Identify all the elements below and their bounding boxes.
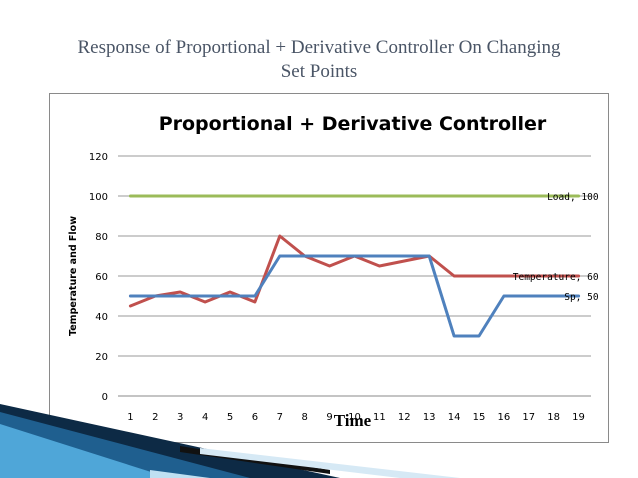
series-end-label-temperature: Temperature, 60	[513, 272, 599, 283]
slide-title-line1: Response of Proportional + Derivative Co…	[77, 37, 561, 58]
slide-title: Response of Proportional + Derivative Co…	[0, 36, 638, 84]
y-axis-label: Temperature and Flow	[68, 216, 79, 336]
x-tick-label: 8	[302, 412, 308, 423]
x-tick-label: 7	[277, 412, 283, 423]
decor-pale-streak	[200, 448, 460, 478]
x-tick-label: 5	[227, 412, 233, 423]
line-chart: Proportional + Derivative Controller 0 20 4…	[68, 113, 599, 430]
x-tick-label: 13	[423, 412, 436, 423]
y-tick-label: 40	[95, 312, 108, 323]
decor-light-wedge	[0, 424, 170, 478]
x-tick-label: 10	[348, 412, 361, 423]
decor-pale-wedge	[150, 470, 210, 478]
y-tick-label: 120	[89, 152, 108, 163]
series-end-label-sp: Sp, 50	[564, 292, 599, 303]
x-tick-label: 14	[448, 412, 461, 423]
series-line-sp	[128, 254, 581, 338]
x-tick-label: 9	[326, 412, 332, 423]
x-tick-label: 1	[127, 412, 133, 423]
x-tick-label: 6	[252, 412, 258, 423]
x-tick-label: 18	[547, 412, 560, 423]
slide-title-line2: Set Points	[280, 61, 358, 82]
y-tick-label: 80	[95, 232, 108, 243]
chart-title: Proportional + Derivative Controller	[159, 113, 547, 135]
y-tick-label: 100	[89, 192, 108, 203]
x-axis-label: Time	[334, 411, 372, 430]
x-tick-label: 4	[202, 412, 208, 423]
y-tick-label: 60	[95, 272, 108, 283]
y-tick-label: 20	[95, 352, 108, 363]
x-tick-label: 3	[177, 412, 183, 423]
x-tick-label: 19	[572, 412, 585, 423]
y-tick-label: 0	[102, 392, 108, 403]
x-tick-label: 11	[373, 412, 386, 423]
x-tick-label: 2	[152, 412, 158, 423]
x-tick-label: 15	[473, 412, 486, 423]
x-tick-label: 12	[398, 412, 411, 423]
x-tick-label: 16	[498, 412, 511, 423]
chart-frame: Proportional + Derivative Controller 0 20 4…	[49, 93, 609, 443]
x-tick-label: 17	[522, 412, 535, 423]
series-end-label-load: Load, 100	[547, 192, 599, 203]
